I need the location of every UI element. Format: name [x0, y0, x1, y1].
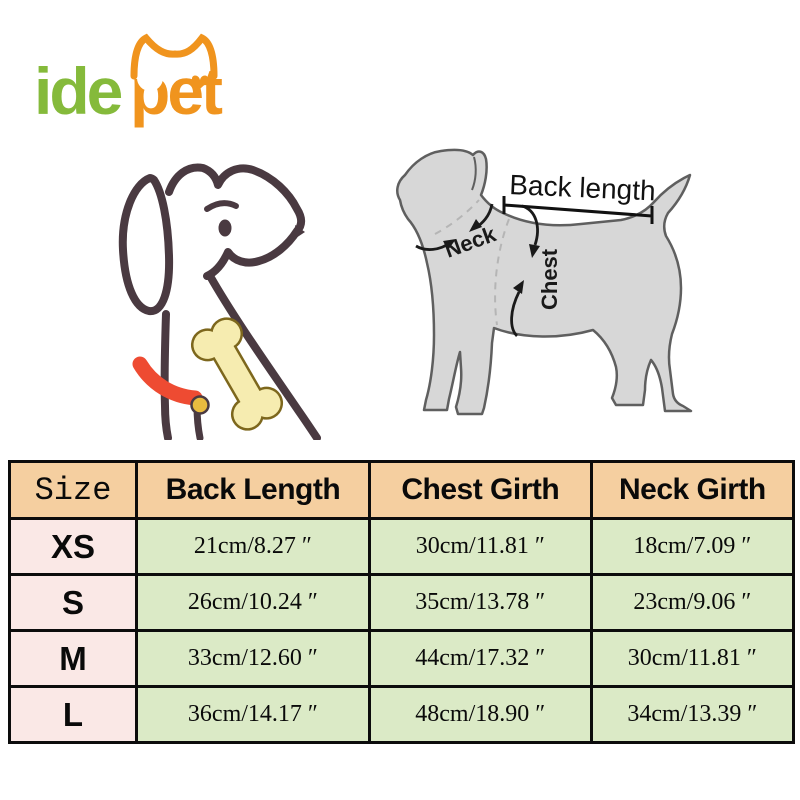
- column-header-neck-girth: Neck Girth: [589, 460, 796, 520]
- size-cell: XS: [8, 517, 138, 576]
- collar-tag: [190, 395, 210, 415]
- idepet-logo: ide pet: [34, 33, 226, 128]
- dog-neck-line: [160, 310, 172, 440]
- column-header-size: Size: [8, 460, 138, 520]
- chest-arrowhead: [513, 280, 524, 294]
- neck-girth-cell: 18cm/7.09 ″: [589, 517, 796, 576]
- cat-ears-icon: [130, 33, 218, 80]
- chest-arrow: [510, 291, 521, 337]
- back-length-line: [502, 196, 654, 224]
- logo-text-green: ide: [34, 54, 122, 128]
- neck-girth-dashed-line: [434, 199, 480, 235]
- cartoon-dog-illustration: [118, 163, 321, 440]
- back-length-cell: 26cm/10.24 ″: [135, 573, 371, 632]
- dog-ear: [118, 174, 174, 315]
- ear-inner-line: [471, 156, 477, 191]
- neck-girth-cell: 30cm/11.81 ″: [589, 629, 796, 688]
- logo-text-orange: pet: [130, 54, 223, 128]
- table-row: L 36cm/14.17 ″ 48cm/18.90 ″ 34cm/13.39 ″: [8, 685, 796, 744]
- column-header-back-length: Back Length: [135, 460, 371, 520]
- size-cell: S: [8, 573, 138, 632]
- table-row: XS 21cm/8.27 ″ 30cm/11.81 ″ 18cm/7.09 ″: [8, 517, 796, 576]
- heart-eye-icon: [191, 75, 209, 89]
- table-header-row: Size Back Length Chest Girth Neck Girth: [8, 460, 796, 520]
- dog-collar: [132, 356, 203, 406]
- neck-girth-cell: 34cm/13.39 ″: [589, 685, 796, 744]
- chest-girth-cell: 30cm/11.81 ″: [367, 517, 593, 576]
- table-row: M 33cm/12.60 ″ 44cm/17.32 ″ 30cm/11.81 ″: [8, 629, 796, 688]
- chest-label: Chest: [537, 248, 562, 310]
- chest-arrowhead: [529, 244, 540, 258]
- neck-girth-cell: 23cm/9.06 ″: [589, 573, 796, 632]
- back-length-cell: 36cm/14.17 ″: [135, 685, 371, 744]
- measurement-dog-diagram: Neck Chest Back length: [396, 148, 693, 416]
- back-length-cell: 33cm/12.60 ″: [135, 629, 371, 688]
- table-row: S 26cm/10.24 ″ 35cm/13.78 ″ 23cm/9.06 ″: [8, 573, 796, 632]
- dog-head-outline: [165, 163, 306, 280]
- dog-bone-icon: [190, 317, 284, 431]
- back-length-dimension: Back length: [502, 169, 657, 224]
- back-length-cell: 21cm/8.27 ″: [135, 517, 371, 576]
- gray-dog-silhouette: [396, 148, 693, 416]
- back-length-label: Back length: [509, 169, 657, 206]
- column-header-chest-girth: Chest Girth: [367, 460, 593, 520]
- dog-eyebrow: [204, 200, 239, 212]
- size-table: Size Back Length Chest Girth Neck Girth …: [8, 460, 796, 744]
- dog-eye: [218, 219, 232, 237]
- dog-nose: [295, 225, 305, 238]
- chest-girth-dashed-line: [494, 218, 510, 326]
- chest-girth-cell: 35cm/13.78 ″: [367, 573, 593, 632]
- neck-arrowhead: [443, 239, 456, 250]
- chest-girth-cell: 44cm/17.32 ″: [367, 629, 593, 688]
- size-cell: M: [8, 629, 138, 688]
- size-cell: L: [8, 685, 138, 744]
- dog-back-line: [206, 272, 321, 440]
- cat-face-cutout: [137, 68, 163, 91]
- chest-girth-cell: 48cm/18.90 ″: [367, 685, 593, 744]
- neck-arrowhead: [469, 219, 482, 232]
